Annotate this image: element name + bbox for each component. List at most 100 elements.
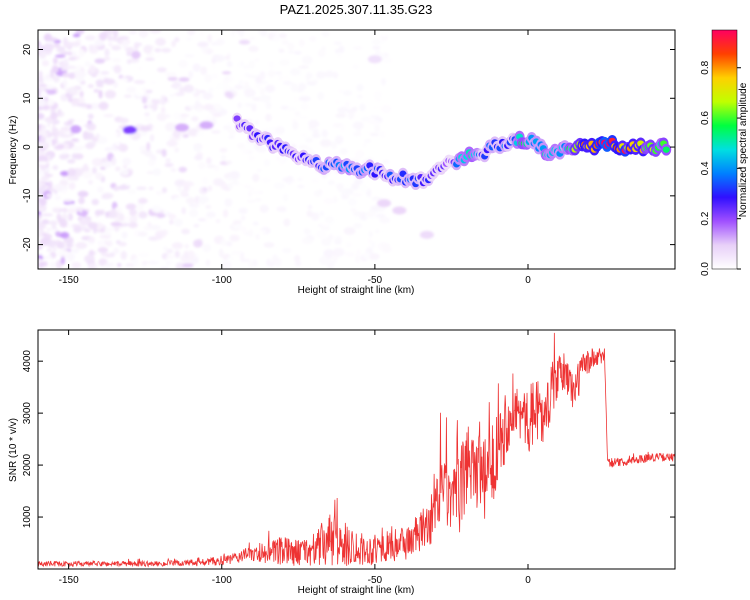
spectrogram-noise-cell [182, 84, 195, 93]
spectrogram-noise-cell [117, 185, 127, 191]
spectrogram-noise-cell [317, 91, 325, 101]
ridge-cell [662, 146, 670, 153]
spectrogram-noise-cell [289, 68, 301, 76]
spectrogram-noise-cell [382, 57, 393, 64]
spectrogram-noise-cell [211, 130, 221, 134]
spectrogram-noise-cell [146, 170, 155, 175]
spectrogram-noise-cell [95, 172, 103, 180]
spectrogram-noise-cell [201, 176, 209, 185]
spectrogram-noise-cell [63, 58, 69, 65]
spectrogram-noise-cell [169, 93, 175, 98]
spectrogram-noise-cell [254, 58, 260, 62]
spectrogram-noise-cell [300, 102, 310, 111]
spectrogram-noise-cell [248, 60, 256, 69]
spectrogram-noise-cell [114, 166, 121, 172]
spectrogram-noise-cell [75, 241, 88, 250]
spectrogram-noise-cell [86, 122, 97, 131]
spectrogram-noise-cell [287, 42, 295, 51]
spectrogram-noise-cell [217, 66, 228, 70]
spectrogram-noise-cell [371, 241, 376, 249]
y-tick-label: 20 [22, 44, 33, 56]
spectrogram-noise-cell [43, 42, 55, 52]
spectrogram-noise-cell [227, 182, 234, 189]
spectrogram-noise-cell [205, 204, 212, 209]
spectrogram-noise-cell [185, 197, 196, 205]
spectrogram-noise-cell [351, 183, 359, 191]
spectrogram-noise-cell [52, 119, 60, 125]
spectrogram-noise-cell [104, 89, 117, 99]
spectrogram-noise-cell [47, 181, 53, 190]
spectrogram-noise-cell [151, 91, 161, 100]
spectrogram-noise-cell [88, 262, 95, 268]
spectrogram-noise-cell [339, 148, 348, 155]
spectrogram-noise-cell [351, 192, 363, 198]
spectrogram-noise-cell [147, 260, 160, 265]
spectrogram-noise-cell [171, 242, 184, 250]
spectrogram-noise-cell [323, 197, 334, 205]
spectrogram-noise-cell [340, 188, 352, 197]
spectrogram-noise-cell [205, 259, 211, 266]
spectrogram-noise-cell [164, 162, 174, 168]
spectrogram-noise-cell [103, 78, 116, 85]
spectrogram-noise-cell [335, 100, 341, 104]
spectrogram-noise-cell [103, 56, 111, 61]
spectrogram-noise-cell [74, 70, 87, 78]
spectrogram-noise-cell [41, 60, 50, 67]
spectrogram-noise-cell [134, 88, 145, 97]
spectrogram-noise-cell [66, 208, 77, 214]
spectrogram-noise-cell [91, 167, 97, 174]
spectrogram-noise-cell [258, 229, 267, 234]
spectrogram-noise-cell [248, 228, 254, 238]
spectrogram-noise-cell [128, 222, 138, 229]
spectrogram-noise-cell [38, 155, 49, 163]
y-tick-label: 1000 [22, 505, 33, 528]
spectrogram-noise-cell [38, 197, 47, 206]
spectrogram-noise-cell [67, 97, 73, 103]
spectrogram-noise-cell [54, 54, 66, 58]
spectrogram-xlabel: Height of straight line (km) [298, 285, 415, 296]
spectrogram-noise-cell [113, 185, 120, 192]
spectrogram-noise-cell [38, 214, 42, 219]
spectrogram-noise-cell [116, 263, 122, 267]
spectrogram-noise-cell [352, 46, 363, 50]
spectrogram-noise-cell [41, 213, 54, 217]
spectrogram-noise-cell [98, 101, 109, 110]
spectrogram-noise-cell [74, 118, 86, 123]
spectrogram-noise-cell [244, 81, 249, 87]
spectrogram-noise-cell [225, 160, 233, 165]
spectrogram-noise-cell [94, 58, 106, 64]
x-tick-label: 0 [525, 575, 531, 586]
spectrogram-noise-cell [181, 228, 190, 235]
spectrogram-blob [392, 206, 407, 215]
spectrogram-blob [377, 199, 392, 208]
spectrogram-noise-cell [213, 54, 226, 62]
spectrogram-noise-cell [267, 69, 275, 78]
spectrogram-noise-cell [347, 111, 355, 120]
spectrogram-noise-cell [371, 39, 382, 45]
spectrogram-noise-cell [263, 159, 271, 167]
spectrogram-blob [367, 55, 382, 64]
spectrogram-noise-cell [67, 213, 73, 221]
spectrogram-noise-cell [247, 155, 256, 162]
spectrogram-noise-cell [232, 179, 239, 185]
spectrogram-noise-cell [248, 259, 254, 268]
spectrogram-noise-cell [167, 76, 178, 81]
spectrogram-noise-cell [112, 36, 119, 42]
spectrogram-noise-cell [382, 159, 390, 164]
spectrogram-noise-cell [129, 30, 138, 35]
spectrogram-noise-cell [215, 82, 223, 91]
spectrogram-noise-cell [126, 51, 132, 57]
spectrogram-noise-cell [110, 222, 122, 227]
spectrogram-noise-cell [282, 193, 289, 202]
spectrogram-noise-cell [356, 83, 364, 92]
spectrogram-noise-cell [84, 229, 91, 233]
spectrogram-noise-cell [355, 254, 360, 264]
spectrogram-noise-cell [71, 261, 82, 269]
snr-plot: -150 -100 -50 0 1000 2000 3000 4000 Height of … [8, 329, 676, 596]
spectrogram-noise-cell [88, 222, 98, 230]
spectrogram-noise-cell [165, 122, 175, 132]
spectrogram-noise-cell [333, 41, 342, 45]
spectrogram-noise-cell [38, 229, 43, 235]
spectrogram-noise-cell [199, 198, 206, 205]
spectrogram-noise-cell [118, 241, 127, 247]
